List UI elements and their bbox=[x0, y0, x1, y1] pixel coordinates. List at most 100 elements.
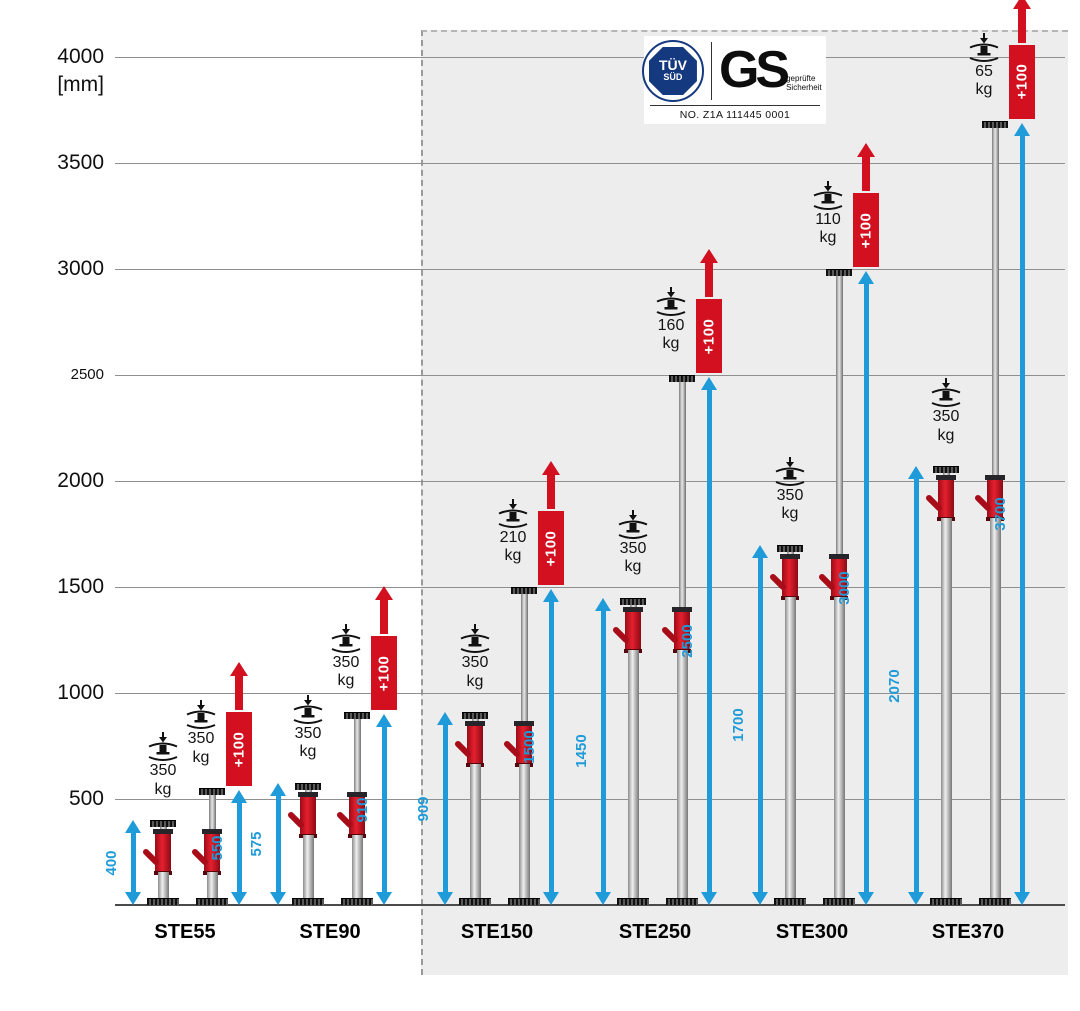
arrowhead-up-icon bbox=[1014, 122, 1030, 136]
height-measure-label: 550 bbox=[208, 835, 226, 861]
prop-lower-tube bbox=[206, 872, 218, 898]
arrowhead-up-icon bbox=[858, 271, 874, 284]
height-measure-arrow bbox=[543, 589, 559, 905]
prop-top-plate bbox=[826, 269, 852, 276]
height-measure-label: 910 bbox=[353, 797, 371, 823]
height-measure-label: 1500 bbox=[520, 730, 538, 764]
height-measure-arrow bbox=[858, 271, 874, 905]
axis-tick-3500: 3500 bbox=[57, 151, 104, 174]
prop-base-plate bbox=[823, 898, 855, 905]
prop-base-plate bbox=[979, 897, 1011, 905]
gridline-2000 bbox=[115, 481, 1065, 482]
height-measure-label: 575 bbox=[247, 831, 265, 857]
load-capacity-icon bbox=[331, 624, 361, 654]
gs-subtitle: geprüfte Sicherheit bbox=[786, 74, 822, 93]
prop-base-plate bbox=[508, 898, 540, 905]
prop-top-plate bbox=[777, 544, 803, 552]
plus-extension-arrow bbox=[542, 461, 560, 509]
load-capacity: 350 kg bbox=[922, 378, 970, 445]
arrow-stem bbox=[862, 157, 870, 191]
load-unit: kg bbox=[466, 672, 484, 690]
load-icon-wrap bbox=[968, 32, 1000, 63]
prop-extended bbox=[190, 788, 228, 905]
prop-base-plate bbox=[341, 897, 373, 905]
load-icon-wrap bbox=[330, 624, 362, 654]
prop-lower-tube bbox=[302, 835, 314, 898]
load-value: 160 bbox=[657, 317, 685, 334]
prop-base-plate bbox=[147, 897, 179, 905]
plus-extension-label: +100 bbox=[230, 731, 248, 768]
product-label: STE250 bbox=[618, 921, 692, 943]
gridline-1500 bbox=[115, 587, 1065, 588]
prop-top-plate bbox=[344, 712, 370, 720]
gridline-3500 bbox=[115, 163, 1065, 164]
height-measure-label: 3000 bbox=[835, 571, 853, 605]
arrowhead-up-icon bbox=[231, 790, 247, 804]
load-icon-wrap bbox=[930, 378, 962, 408]
product-label: STE90 bbox=[299, 921, 361, 943]
height-measure-arrow bbox=[437, 712, 453, 905]
load-icon-wrap bbox=[292, 695, 324, 725]
load-value: 350 bbox=[776, 486, 804, 504]
load-value: 350 bbox=[149, 762, 177, 780]
arrowhead-down-icon bbox=[543, 892, 559, 905]
gs-text: GS bbox=[718, 41, 790, 100]
arrow-stem bbox=[130, 833, 136, 892]
arrowhead-down-icon bbox=[595, 891, 611, 905]
arrowhead-up-icon bbox=[437, 712, 453, 726]
axis-tick-2500: 2500 bbox=[70, 366, 104, 383]
arrowhead-down-icon bbox=[376, 891, 392, 905]
prop-base-plate bbox=[292, 897, 324, 905]
prop-base-plate bbox=[930, 897, 962, 905]
load-capacity-icon bbox=[931, 378, 961, 408]
arrowhead-down-icon bbox=[752, 891, 768, 905]
plus-extension-badge: +100 bbox=[371, 636, 397, 711]
arrowhead-up-icon bbox=[542, 461, 560, 475]
axis-tick-500: 500 bbox=[68, 787, 104, 810]
load-unit: kg bbox=[781, 504, 799, 522]
prop-top-plate bbox=[199, 788, 225, 796]
prop-base-plate bbox=[774, 897, 806, 905]
arrowhead-up-icon bbox=[752, 544, 768, 558]
arrowhead-up-icon bbox=[1013, 0, 1031, 9]
prop-clamp bbox=[465, 721, 485, 768]
prop-lower-tube bbox=[351, 835, 363, 898]
height-measure-arrow bbox=[231, 790, 247, 905]
plus-extension-arrow bbox=[230, 662, 248, 711]
height-measure-label: 400 bbox=[102, 850, 120, 876]
axis-tick-2000: 2000 bbox=[57, 469, 104, 492]
prop-top-plate bbox=[511, 587, 537, 594]
arrow-stem bbox=[600, 610, 606, 892]
load-capacity: 160 kg bbox=[647, 287, 695, 354]
prop-lower-tube bbox=[157, 872, 169, 898]
height-measure-arrow bbox=[752, 544, 768, 905]
prop-base-plate bbox=[666, 898, 698, 905]
plus-extension-arrow bbox=[375, 586, 393, 635]
arrow-stem bbox=[913, 479, 919, 892]
prop-clamp bbox=[298, 792, 318, 839]
arrow-stem bbox=[381, 727, 387, 892]
prop-clamp bbox=[780, 553, 800, 600]
load-icon-wrap bbox=[147, 732, 179, 762]
arrowhead-down-icon bbox=[701, 892, 717, 905]
prop-retracted bbox=[768, 544, 806, 905]
axis-baseline bbox=[115, 904, 1065, 906]
sud-text: SÜD bbox=[663, 72, 683, 83]
arrowhead-up-icon bbox=[595, 597, 611, 611]
load-value: 350 bbox=[294, 725, 322, 743]
plus-extension-arrow bbox=[1013, 0, 1031, 43]
load-capacity: 350 kg bbox=[451, 624, 499, 691]
load-unit: kg bbox=[504, 547, 522, 565]
plus-extension-badge: +100 bbox=[538, 511, 564, 585]
load-capacity: 110 kg bbox=[804, 181, 852, 248]
arrow-stem bbox=[863, 284, 869, 892]
load-capacity-icon bbox=[498, 499, 528, 528]
load-icon-wrap bbox=[774, 456, 806, 487]
height-measure-arrow bbox=[701, 377, 717, 905]
arrow-stem bbox=[547, 475, 555, 509]
load-capacity-icon bbox=[460, 624, 490, 654]
arrowhead-down-icon bbox=[270, 891, 286, 905]
product-label: STE150 bbox=[460, 921, 534, 943]
